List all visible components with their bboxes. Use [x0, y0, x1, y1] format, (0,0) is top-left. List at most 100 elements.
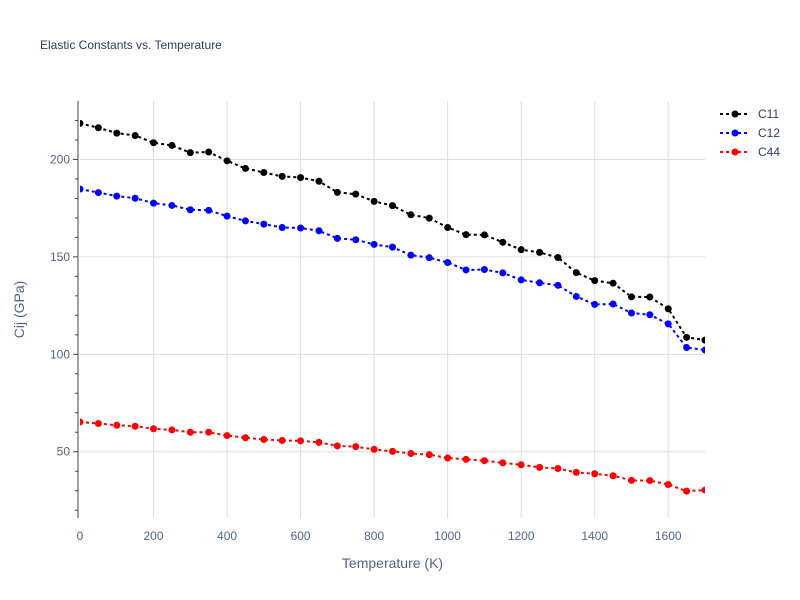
data-point — [517, 461, 525, 469]
data-point — [80, 185, 84, 193]
data-point — [591, 300, 599, 308]
data-point — [370, 240, 378, 248]
data-point — [425, 254, 433, 262]
data-point — [462, 266, 470, 274]
data-point — [297, 174, 305, 182]
data-point — [627, 476, 635, 484]
data-point — [664, 320, 672, 328]
legend-label: C11 — [758, 106, 780, 121]
legend-label: C12 — [758, 125, 781, 140]
data-point — [205, 148, 213, 156]
data-point — [260, 220, 268, 228]
legend-item-c44[interactable]: C44 — [718, 142, 780, 161]
data-point — [572, 269, 580, 277]
data-point — [480, 457, 488, 465]
data-point — [609, 300, 617, 308]
data-point — [554, 465, 562, 473]
data-point — [333, 234, 341, 242]
data-point — [701, 346, 705, 354]
legend: C11 C12 C44 — [718, 104, 780, 161]
legend-swatch — [720, 148, 750, 155]
data-point — [333, 442, 341, 450]
x-tick-label: 1600 — [655, 529, 682, 543]
data-point — [462, 455, 470, 463]
data-point — [572, 468, 580, 476]
data-point — [591, 470, 599, 478]
legend-item-c11[interactable]: C11 — [718, 104, 780, 123]
data-point — [186, 149, 194, 157]
data-point — [480, 231, 488, 239]
data-point — [80, 119, 84, 127]
data-point — [297, 437, 305, 445]
x-axis-title: Temperature (K) — [342, 555, 443, 571]
data-point — [425, 451, 433, 459]
series-c12 — [80, 185, 705, 354]
data-point — [499, 238, 507, 246]
data-point — [425, 214, 433, 222]
data-point — [444, 259, 452, 267]
x-tick-label: 200 — [144, 529, 164, 543]
data-point — [223, 157, 231, 165]
data-point — [407, 450, 415, 458]
data-point — [462, 231, 470, 239]
data-point — [664, 305, 672, 313]
data-point — [94, 124, 102, 132]
series-line — [80, 188, 705, 352]
data-point — [223, 432, 231, 440]
data-point — [80, 418, 84, 426]
y-tick-label: 150 — [50, 250, 70, 264]
data-point — [278, 172, 286, 180]
data-point — [701, 336, 705, 344]
data-point — [517, 246, 525, 254]
x-tick-label: 0 — [77, 529, 84, 543]
series-c11 — [80, 119, 705, 344]
data-point — [150, 199, 158, 207]
data-point — [370, 197, 378, 205]
data-point — [389, 243, 396, 251]
data-point — [572, 292, 580, 300]
data-point — [241, 164, 249, 172]
legend-item-c12[interactable]: C12 — [718, 123, 780, 142]
y-tick-label: 100 — [50, 347, 70, 361]
x-tick-label: 800 — [364, 529, 384, 543]
data-point — [627, 309, 635, 317]
data-point — [241, 434, 249, 442]
data-point — [664, 480, 672, 488]
data-point — [94, 189, 102, 197]
data-point — [315, 227, 323, 235]
data-point — [333, 188, 341, 196]
data-point — [94, 419, 102, 427]
grid — [80, 101, 705, 518]
data-point — [150, 139, 158, 147]
x-tick-label: 400 — [217, 529, 237, 543]
data-point — [223, 212, 231, 220]
data-point — [352, 236, 360, 244]
data-point — [241, 217, 249, 225]
data-point — [113, 129, 121, 137]
data-point — [683, 343, 691, 351]
data-point — [646, 477, 654, 485]
data-point — [646, 311, 654, 319]
data-point — [627, 293, 635, 301]
data-point — [444, 223, 452, 231]
data-point — [352, 190, 360, 198]
data-point — [168, 201, 176, 209]
data-point — [150, 425, 158, 433]
data-point — [260, 435, 268, 443]
data-point — [683, 333, 691, 341]
data-point — [278, 436, 286, 444]
data-point — [186, 428, 194, 436]
legend-swatch — [720, 129, 750, 136]
axes: Temperature (K) Cij (GPa) 0 200 400 600 800 1… — [11, 101, 682, 571]
data-point — [407, 211, 415, 219]
y-tick-label: 50 — [57, 445, 71, 459]
data-point — [260, 169, 268, 177]
data-point — [131, 422, 139, 430]
data-point — [113, 421, 121, 429]
x-tick-label: 1200 — [508, 529, 535, 543]
data-point — [370, 445, 378, 453]
data-point — [205, 206, 213, 214]
series-c44 — [80, 418, 705, 495]
data-point — [480, 266, 488, 274]
